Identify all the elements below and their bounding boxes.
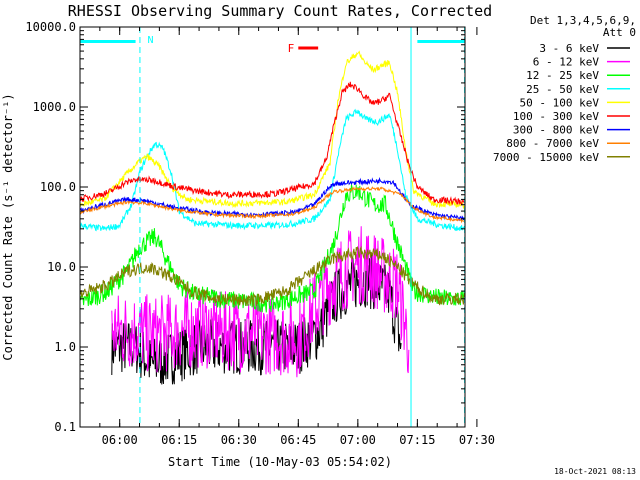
x-tick-label: 07:00 <box>340 433 376 447</box>
attenuator-bar-0 <box>80 40 136 43</box>
x-tick-label: 06:15 <box>161 433 197 447</box>
y-tick-label: 100.0 <box>40 180 76 194</box>
series-50-100-kev-line <box>79 50 465 210</box>
legend-label: 50 - 100 keV <box>520 96 600 109</box>
series-7000-15000-kev-line <box>79 245 466 307</box>
y-tick-label: 1.0 <box>54 340 76 354</box>
series-800-7000-kev-line <box>79 186 465 224</box>
attenuator-bar-1 <box>417 40 465 43</box>
flare-label: F <box>288 42 295 55</box>
y-axis-label: Corrected Count Rate (s⁻¹ detector⁻¹) <box>1 93 15 360</box>
legend-label: 300 - 800 keV <box>513 124 599 137</box>
series-6-12-kev-line <box>111 226 410 378</box>
plot-frame <box>79 26 466 428</box>
y-tick-label: 0.1 <box>54 420 76 434</box>
y-tick-label: 1000.0 <box>33 100 76 114</box>
n-marker-label: N <box>147 35 153 46</box>
x-axis: 06:00 06:15 06:30 06:45 07:00 07:15 07:30 <box>99 27 495 447</box>
x-tick-label: 07:30 <box>459 433 495 447</box>
chart-title: RHESSI Observing Summary Count Rates, Co… <box>68 2 492 20</box>
y-tick-label: 10000.0 <box>25 20 76 34</box>
legend-label: 6 - 12 keV <box>533 56 600 69</box>
legend-header-0: Det 1,3,4,5,6,9, <box>530 14 636 27</box>
legend-label: 100 - 300 keV <box>513 110 599 123</box>
x-tick-label: 06:00 <box>102 433 138 447</box>
legend-label: 12 - 25 keV <box>526 69 599 82</box>
x-tick-label: 07:15 <box>399 433 435 447</box>
x-tick-label: 06:30 <box>221 433 257 447</box>
legend-label: 800 - 7000 keV <box>506 137 599 150</box>
series-100-300-kev-line <box>79 81 466 206</box>
legend-label: 25 - 50 keV <box>526 83 599 96</box>
plot-area: FN <box>79 27 466 427</box>
legend-header-1: Att 0 <box>603 26 636 39</box>
x-axis-label: Start Time (10-May-03 05:54:02) <box>168 455 392 469</box>
legend-label: 7000 - 15000 keV <box>493 151 599 164</box>
y-axis: 0.1 1.0 10.0 100.0 1000.0 10000.0 <box>25 20 465 434</box>
series-25-50-kev-line <box>79 108 466 232</box>
legend-label: 3 - 6 keV <box>539 42 599 55</box>
x-tick-label: 06:45 <box>280 433 316 447</box>
timestamp: 18-Oct-2021 08:13 <box>554 467 636 476</box>
y-tick-label: 10.0 <box>47 260 76 274</box>
